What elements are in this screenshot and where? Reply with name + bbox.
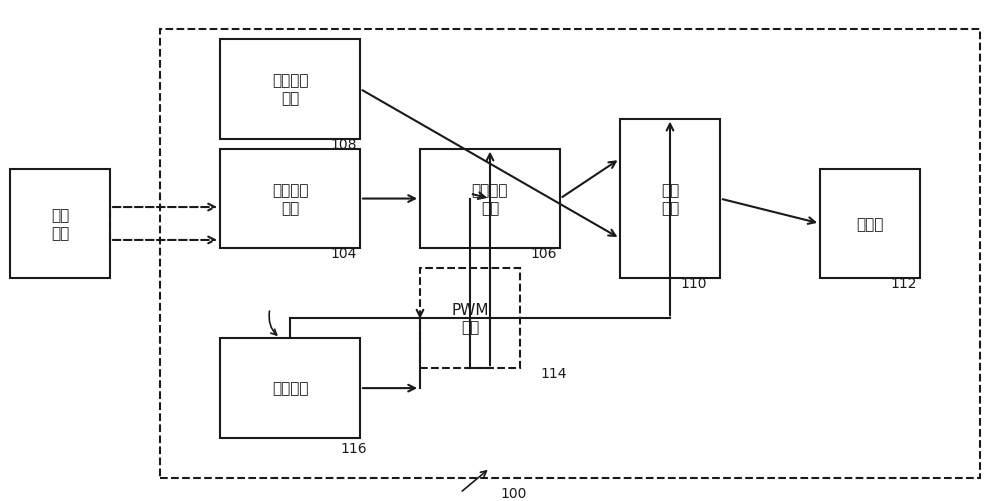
Text: 高压驱动
模块: 高压驱动 模块 bbox=[472, 183, 508, 215]
Text: 104: 104 bbox=[330, 247, 356, 261]
Text: 110: 110 bbox=[680, 277, 706, 291]
Text: 电子
钥匙: 电子 钥匙 bbox=[51, 208, 69, 240]
Text: 114: 114 bbox=[540, 366, 566, 380]
FancyBboxPatch shape bbox=[220, 149, 360, 249]
Text: 低压保持
模块: 低压保持 模块 bbox=[272, 74, 308, 106]
Text: 螺线管: 螺线管 bbox=[856, 216, 884, 231]
Text: 106: 106 bbox=[530, 247, 556, 261]
FancyBboxPatch shape bbox=[220, 339, 360, 438]
Text: 108: 108 bbox=[330, 137, 356, 151]
Text: 升压储能
模块: 升压储能 模块 bbox=[272, 183, 308, 215]
Text: PWM
模块: PWM 模块 bbox=[451, 303, 489, 335]
Text: 112: 112 bbox=[890, 277, 916, 291]
Text: 开关
模块: 开关 模块 bbox=[661, 183, 679, 215]
Text: 100: 100 bbox=[500, 486, 526, 500]
FancyBboxPatch shape bbox=[420, 149, 560, 249]
FancyBboxPatch shape bbox=[620, 120, 720, 279]
FancyBboxPatch shape bbox=[160, 30, 980, 478]
FancyBboxPatch shape bbox=[820, 169, 920, 279]
Text: 116: 116 bbox=[340, 441, 367, 455]
FancyBboxPatch shape bbox=[10, 169, 110, 279]
Text: 控制模块: 控制模块 bbox=[272, 381, 308, 396]
FancyBboxPatch shape bbox=[220, 40, 360, 139]
FancyBboxPatch shape bbox=[420, 269, 520, 368]
